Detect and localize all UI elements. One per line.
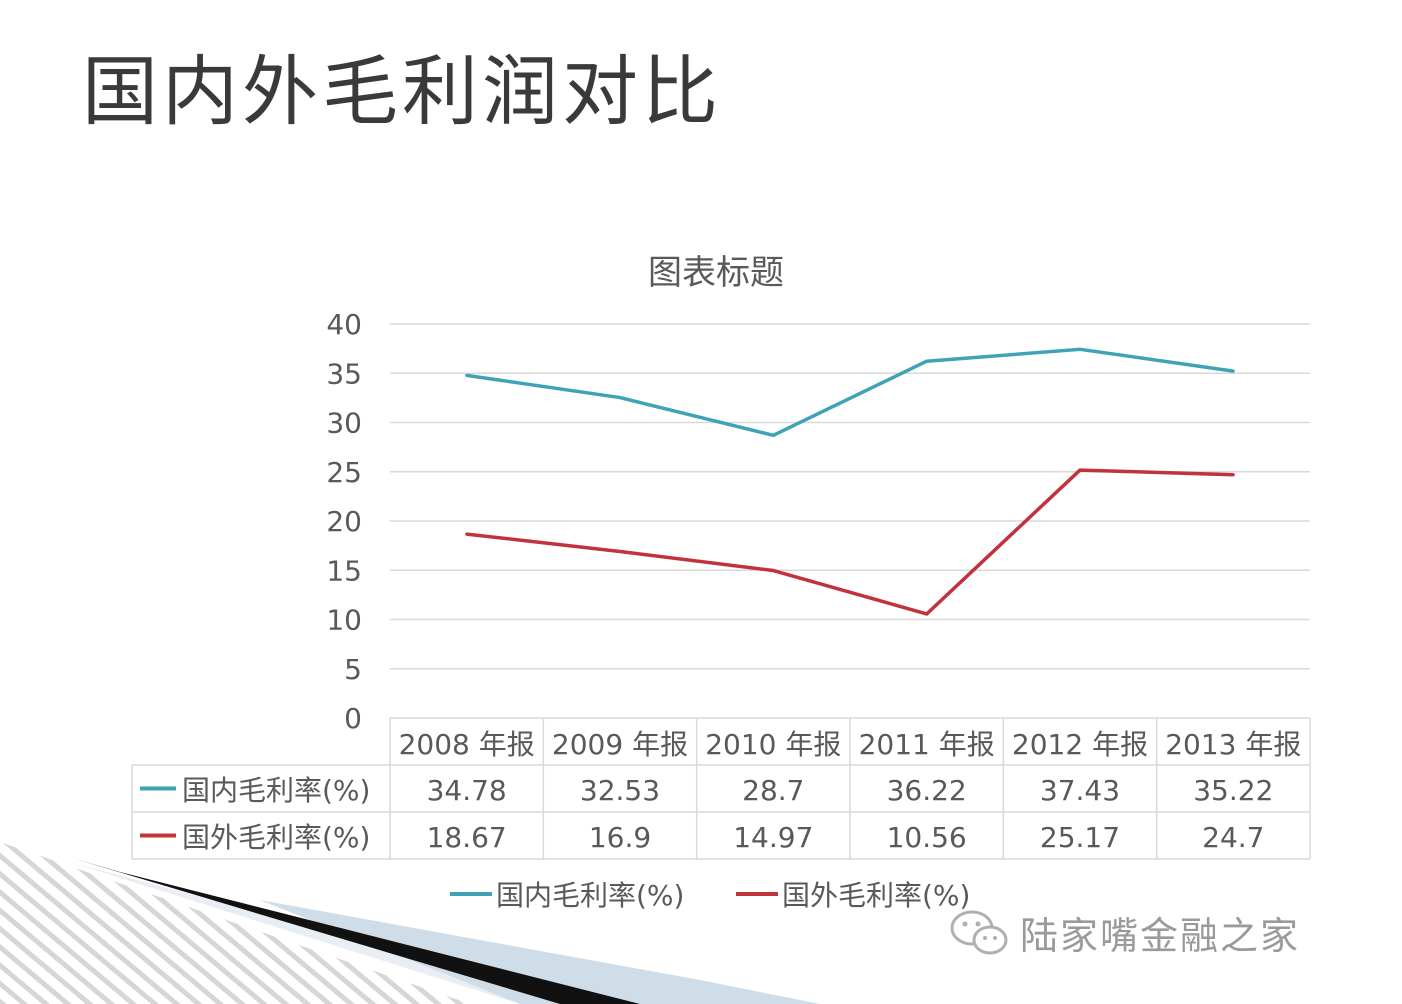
table-data-cell: 10.56 (887, 821, 967, 854)
data-point (771, 433, 775, 437)
chart-title: 图表标题 (648, 253, 784, 293)
table-data-cell: 14.97 (733, 821, 813, 854)
y-tick-label: 25 (326, 456, 362, 489)
legend: 国内毛利率(%) 国外毛利率(%) (450, 879, 970, 912)
data-point (771, 569, 775, 573)
series-line-2 (466, 468, 1234, 616)
data-point (1078, 468, 1082, 472)
data-point (465, 532, 469, 536)
data-point (1231, 473, 1235, 477)
table-data-cell: 37.43 (1040, 774, 1120, 807)
legend-label: 国内毛利率(%) (496, 879, 684, 912)
data-point (925, 359, 929, 363)
table-data-cell: 34.78 (427, 774, 507, 807)
table-series-name: 国内毛利率(%) (182, 774, 370, 807)
x-category-label: 2010 年报 (705, 728, 841, 761)
x-category-label: 2012 年报 (1012, 728, 1148, 761)
table-data-cell: 24.7 (1202, 821, 1264, 854)
x-category-label: 2008 年报 (399, 728, 535, 761)
table-series-name: 国外毛利率(%) (182, 821, 370, 854)
data-point (618, 550, 622, 554)
table-data-cell: 35.22 (1193, 774, 1273, 807)
series-lines (465, 347, 1235, 616)
table-data-cell: 18.67 (427, 821, 507, 854)
table-data-cell: 28.7 (742, 774, 804, 807)
slide-title: 国内外毛利润对比 (82, 47, 722, 136)
y-tick-label: 10 (326, 604, 362, 637)
y-tick-label: 30 (326, 407, 362, 440)
table-data-cell: 32.53 (580, 774, 660, 807)
x-category-label: 2009 年报 (552, 728, 688, 761)
data-point (1231, 369, 1235, 373)
y-tick-label: 35 (326, 357, 362, 390)
watermark-text: 陆家嘴金融之家 (1020, 914, 1301, 958)
wechat-icon (950, 910, 1008, 954)
data-table: 2008 年报 2009 年报 2010 年报 2011 年报 2012 年报 2013 … (131, 718, 1311, 860)
data-point (618, 396, 622, 400)
grid-lines (390, 323, 1310, 719)
table-data-cell: 16.9 (589, 821, 651, 854)
data-point (1078, 347, 1082, 351)
data-point (925, 612, 929, 616)
x-category-label: 2013 年报 (1165, 728, 1301, 761)
y-tick-label: 5 (344, 653, 362, 686)
watermark: 陆家嘴金融之家 (948, 905, 1300, 960)
y-tick-label: 0 (344, 702, 362, 735)
y-tick-label: 20 (326, 505, 362, 538)
y-tick-label: 40 (326, 308, 362, 341)
series-line-1 (466, 347, 1234, 438)
data-point (465, 373, 469, 377)
table-data-cell: 25.17 (1040, 821, 1120, 854)
x-category-label: 2011 年报 (859, 728, 995, 761)
table-data-cell: 36.22 (887, 774, 967, 807)
y-axis-ticks: 0 5 10 15 20 25 30 35 40 (326, 308, 362, 735)
legend-label: 国外毛利率(%) (782, 879, 970, 912)
y-tick-label: 15 (326, 554, 362, 587)
